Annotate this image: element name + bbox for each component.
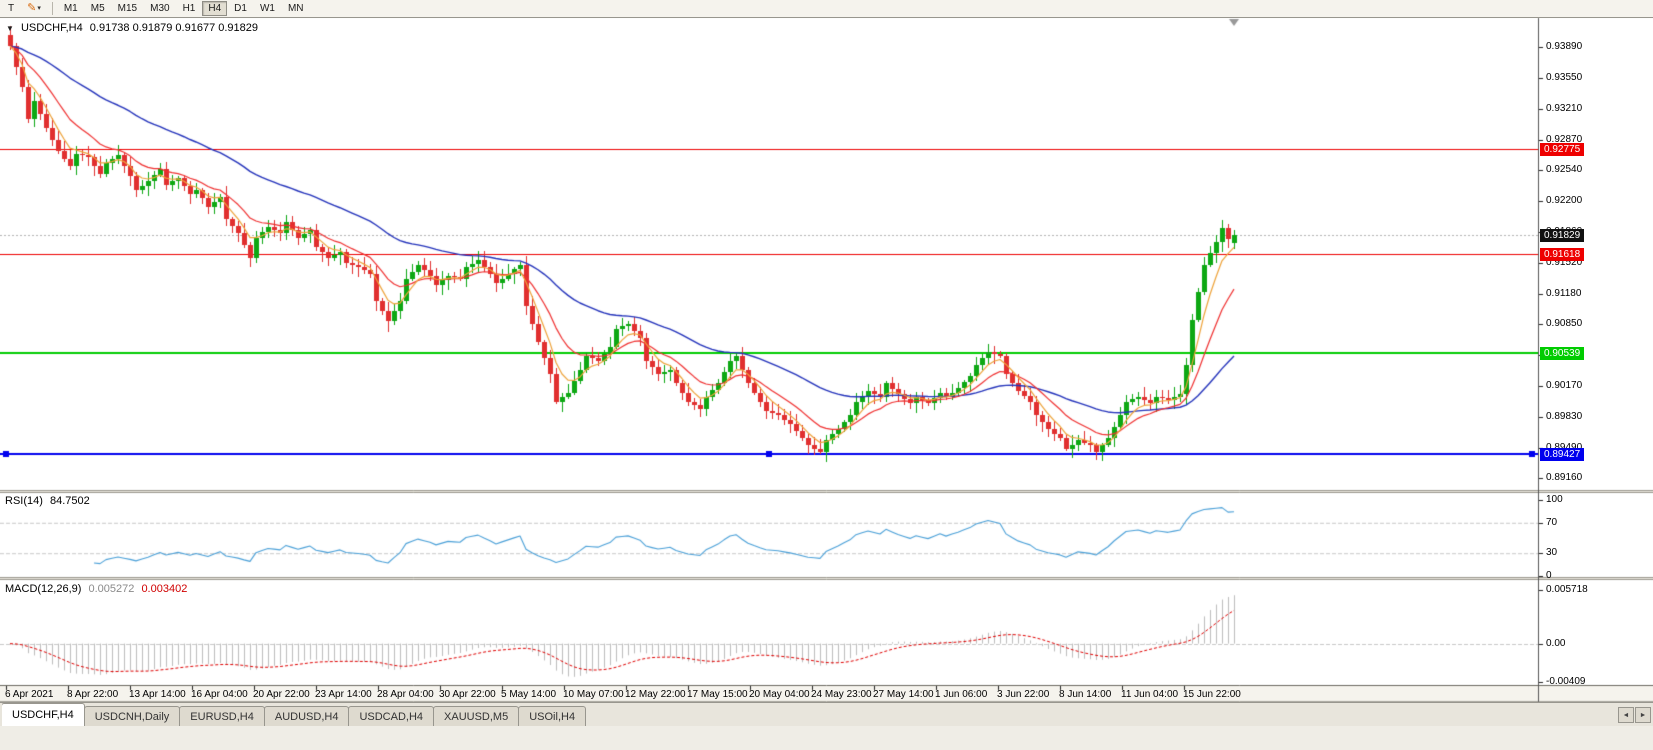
- price-axis-label: 0.93550: [1546, 71, 1583, 83]
- level-price-tag[interactable]: 0.91618: [1540, 248, 1585, 262]
- macd-signal-value: 0.003402: [141, 583, 188, 595]
- time-axis-label: 27 May 14:00: [873, 689, 934, 700]
- rsi-axis-label: 70: [1546, 516, 1558, 528]
- time-axis-label: 20 Apr 22:00: [253, 689, 310, 700]
- ohlc-values: 0.91738 0.91879 0.91677 0.91829: [89, 22, 258, 34]
- chart-tab-usdchf-h4[interactable]: USDCHF,H4: [2, 703, 85, 726]
- price-axis-label: 0.92540: [1546, 164, 1583, 176]
- macd-name: MACD(12,26,9): [5, 583, 82, 595]
- timeframe-button-m1[interactable]: M1: [58, 1, 84, 16]
- macd-main-value: 0.005272: [88, 583, 135, 595]
- tabs-scroll-right-button[interactable]: ►: [1635, 707, 1651, 723]
- time-axis-label: 23 Apr 14:00: [315, 689, 372, 700]
- toolbar: T ✎ ▾ M1 M5 M15 M30 H1 H4 D1 W1 MN: [0, 0, 1653, 18]
- toolbar-separator: [51, 2, 53, 15]
- time-axis-label: 1 Jun 06:00: [935, 689, 988, 700]
- timeframe-button-group: M1 M5 M15 M30 H1 H4 D1 W1 MN: [58, 1, 310, 16]
- chart-tab-usdcnh-daily[interactable]: USDCNH,Daily: [83, 706, 181, 726]
- level-price-tag[interactable]: 0.89427: [1540, 447, 1585, 461]
- price-axis-label: 0.89160: [1546, 472, 1583, 484]
- chart-tab-usdcad-h4[interactable]: USDCAD,H4: [348, 706, 435, 726]
- timeframe-button-m5[interactable]: M5: [85, 1, 111, 16]
- time-axis-label: 11 Jun 04:00: [1121, 689, 1179, 700]
- time-axis-label: 17 May 15:00: [687, 689, 748, 700]
- time-axis-label: 30 Apr 22:00: [439, 689, 496, 700]
- price-axis-label: 0.90850: [1546, 318, 1583, 330]
- price-axis-label: 0.90170: [1546, 380, 1583, 392]
- rsi-name: RSI(14): [5, 495, 43, 507]
- time-axis-label: 6 Apr 2021: [5, 689, 54, 700]
- rsi-axis-label: 100: [1546, 494, 1563, 505]
- chart-tab-audusd-h4[interactable]: AUDUSD,H4: [263, 706, 350, 726]
- rsi-value: 84.7502: [49, 495, 90, 507]
- chart-title-ohlc: ▼ USDCHF,H4 0.91738 0.91879 0.91677 0.91…: [6, 22, 262, 34]
- tab-scroll-buttons: ◄ ►: [1618, 707, 1651, 726]
- time-axis-label: 24 May 23:00: [811, 689, 872, 700]
- timeframe-button-m15[interactable]: M15: [112, 1, 143, 16]
- macd-axis-label: 0.005718: [1546, 584, 1588, 595]
- draw-tool-button[interactable]: ✎ ▾: [21, 1, 47, 16]
- collapse-icon[interactable]: ▼: [6, 24, 14, 33]
- timeframe-button-h1[interactable]: H1: [177, 1, 202, 16]
- chart-tab-xauusd-m5[interactable]: XAUUSD,M5: [433, 706, 520, 726]
- timeframe-button-h4[interactable]: H4: [202, 1, 228, 16]
- time-axis-label: 8 Jun 14:00: [1059, 689, 1112, 700]
- timeframe-button-m30[interactable]: M30: [144, 1, 175, 16]
- price-axis-label: 0.89490: [1546, 442, 1582, 453]
- time-axis-label: 28 Apr 04:00: [377, 689, 434, 700]
- price-axis-label: 0.91180: [1546, 288, 1582, 300]
- macd-axis-label: -0.00409: [1546, 676, 1586, 687]
- dropdown-caret-icon: ▾: [37, 5, 41, 12]
- chart-tab-eurusd-h4[interactable]: EURUSD,H4: [179, 706, 265, 726]
- time-axis-label: 10 May 07:00: [563, 689, 624, 700]
- time-axis-label: 15 Jun 22:00: [1183, 689, 1241, 700]
- time-axis-label: 20 May 04:00: [749, 689, 810, 700]
- price-axis-label: 0.92200: [1546, 195, 1583, 207]
- chart-tab-bar: USDCHF,H4 USDCNH,Daily EURUSD,H4 AUDUSD,H4 U…: [0, 702, 1653, 726]
- pencil-icon: ✎: [27, 2, 37, 14]
- price-axis-label: 0.91520: [1546, 257, 1583, 269]
- rsi-indicator-label: RSI(14) 84.7502: [5, 495, 94, 507]
- rsi-axis-label: 30: [1546, 547, 1558, 559]
- timeframe-button-mn[interactable]: MN: [282, 1, 310, 16]
- time-axis-label: 3 Jun 22:00: [997, 689, 1050, 700]
- time-axis-label: 16 Apr 04:00: [191, 689, 248, 700]
- text-tool-button[interactable]: T: [2, 1, 20, 16]
- current-price-tag: 0.91829: [1540, 228, 1585, 242]
- chart-tab-usoil-h4[interactable]: USOil,H4: [518, 706, 587, 726]
- time-axis-label: 12 May 22:00: [625, 689, 686, 700]
- rsi-axis-label: 0: [1546, 570, 1552, 581]
- time-axis-label: 8 Apr 22:00: [67, 689, 119, 700]
- price-axis-label: 0.93210: [1546, 102, 1583, 114]
- price-axis-label: 0.89830: [1546, 411, 1583, 423]
- chart-tabs: USDCHF,H4 USDCNH,Daily EURUSD,H4 AUDUSD,H4 U…: [2, 703, 1618, 726]
- time-axis-label: 5 May 14:00: [501, 689, 557, 700]
- symbol-label: USDCHF,H4: [20, 22, 83, 34]
- price-axis-label: 0.92870: [1546, 133, 1583, 145]
- price-axis-label: 0.93890: [1546, 40, 1583, 52]
- macd-axis-label: 0.00: [1546, 637, 1566, 649]
- timeframe-button-d1[interactable]: D1: [228, 1, 253, 16]
- level-price-tag[interactable]: 0.92775: [1540, 142, 1585, 156]
- time-axis-label: 13 Apr 14:00: [129, 689, 186, 700]
- timeframe-button-w1[interactable]: W1: [254, 1, 281, 16]
- tabs-scroll-left-button[interactable]: ◄: [1618, 707, 1634, 723]
- macd-indicator-label: MACD(12,26,9) 0.005272 0.003402: [5, 583, 191, 595]
- level-price-tag[interactable]: 0.90539: [1540, 346, 1585, 360]
